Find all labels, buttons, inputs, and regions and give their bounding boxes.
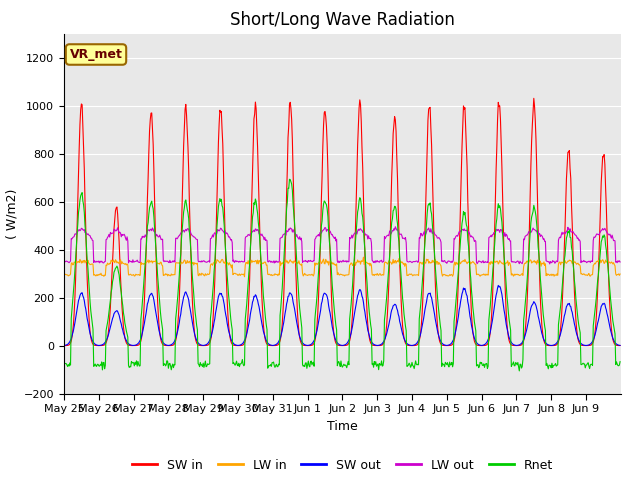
- Text: VR_met: VR_met: [70, 48, 122, 61]
- Rnet: [285, 177, 293, 182]
- SW in: [126, 343, 134, 348]
- LW in: [60, 273, 68, 278]
- SW in: [228, 341, 236, 347]
- SW out: [616, 343, 624, 348]
- SW in: [530, 96, 538, 101]
- LW out: [392, 224, 399, 229]
- LW out: [431, 232, 439, 238]
- LW out: [400, 235, 408, 241]
- LW out: [276, 236, 284, 241]
- Rnet: [228, 322, 236, 328]
- LW out: [228, 237, 236, 242]
- Rnet: [616, 359, 624, 364]
- SW in: [431, 277, 439, 283]
- SW out: [495, 283, 502, 288]
- SW in: [95, 343, 102, 348]
- LW in: [401, 264, 408, 269]
- LW in: [228, 265, 236, 271]
- SW out: [95, 343, 102, 348]
- SW in: [256, 227, 264, 232]
- Rnet: [276, 312, 284, 318]
- Title: Short/Long Wave Radiation: Short/Long Wave Radiation: [230, 11, 455, 29]
- LW in: [277, 263, 285, 268]
- LW in: [616, 271, 624, 277]
- Line: SW in: SW in: [64, 98, 620, 346]
- Rnet: [400, 311, 408, 317]
- Rnet: [515, 368, 523, 374]
- LW in: [125, 272, 133, 278]
- SW out: [60, 343, 68, 348]
- Line: LW out: LW out: [64, 227, 620, 264]
- SW in: [400, 335, 408, 341]
- Line: SW out: SW out: [64, 286, 620, 346]
- Rnet: [125, 365, 133, 371]
- Rnet: [60, 360, 68, 365]
- LW out: [60, 260, 68, 265]
- SW in: [60, 343, 68, 348]
- LW out: [255, 231, 263, 237]
- SW in: [277, 335, 285, 340]
- LW in: [432, 262, 440, 267]
- LW in: [360, 254, 367, 260]
- X-axis label: Time: Time: [327, 420, 358, 432]
- LW in: [241, 274, 248, 280]
- SW out: [277, 334, 285, 339]
- Legend: SW in, LW in, SW out, LW out, Rnet: SW in, LW in, SW out, LW out, Rnet: [127, 454, 558, 477]
- SW out: [400, 336, 408, 341]
- Rnet: [431, 263, 439, 268]
- SW out: [126, 342, 134, 348]
- SW out: [228, 339, 236, 345]
- SW in: [616, 343, 624, 348]
- LW out: [546, 261, 554, 267]
- Y-axis label: ( W/m2): ( W/m2): [5, 189, 18, 239]
- Line: Rnet: Rnet: [64, 180, 620, 371]
- SW out: [256, 308, 264, 314]
- SW out: [431, 316, 439, 322]
- LW in: [256, 258, 264, 264]
- LW out: [616, 259, 624, 265]
- LW out: [125, 258, 133, 264]
- Rnet: [255, 226, 263, 232]
- Line: LW in: LW in: [64, 257, 620, 277]
